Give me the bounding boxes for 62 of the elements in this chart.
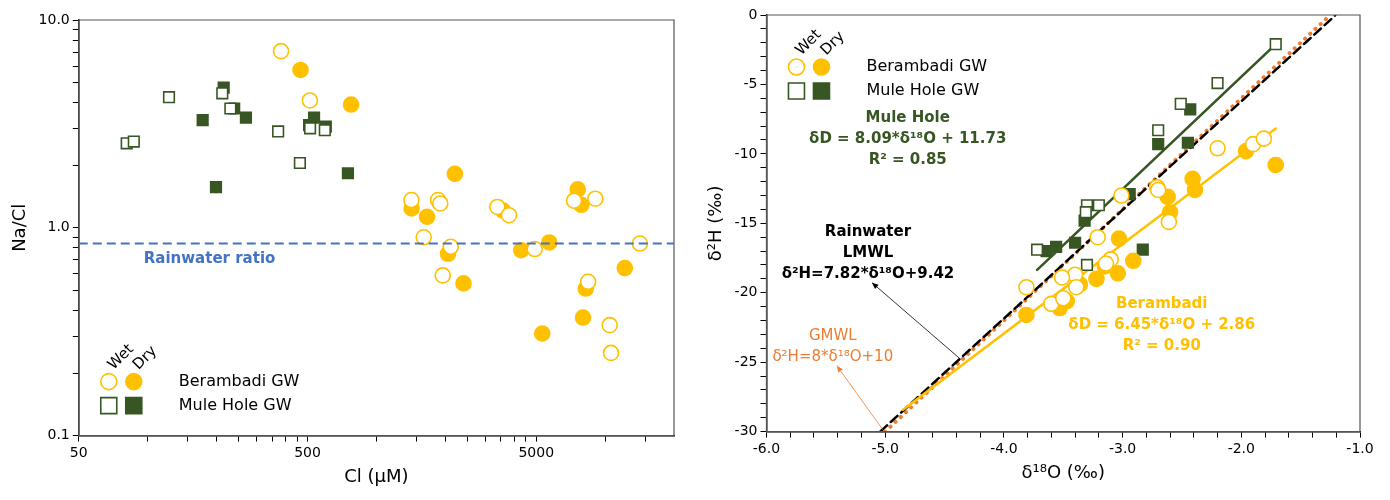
- y-tick-label: 0: [748, 5, 758, 22]
- y-axis-title: Na/Cl: [8, 203, 30, 252]
- point: [1109, 264, 1127, 282]
- point: [1152, 124, 1165, 137]
- x-tick-label: -6.0: [752, 439, 781, 456]
- point: [1069, 236, 1082, 249]
- x-tick-label: -1.0: [1346, 439, 1374, 456]
- point: [1186, 181, 1204, 199]
- x-tick-label: 500: [294, 443, 321, 460]
- x-tick-label: -3.0: [1108, 439, 1137, 456]
- x-tick-label: -2.0: [1227, 439, 1255, 456]
- y-tick-label: -25: [734, 352, 758, 369]
- point: [1054, 289, 1072, 307]
- y-tick-label: -5: [743, 75, 758, 92]
- point: [1079, 206, 1092, 219]
- point: [1255, 130, 1273, 147]
- point: [1067, 278, 1085, 296]
- point: [1110, 230, 1128, 247]
- ref-line-label: Rainwater ratio: [143, 248, 276, 267]
- y-tick-label: 1.0: [47, 218, 70, 235]
- x-tick-label: 50: [69, 443, 88, 460]
- y-axis-title: δ²H (‰): [704, 185, 726, 262]
- annotation: Mule Hole δD = 8.09*δ¹⁸O + 11.73 R² = 0.85: [809, 108, 1007, 169]
- point: [1050, 240, 1063, 254]
- point: [1209, 140, 1226, 157]
- x-tick-label: -4.0: [990, 439, 1018, 456]
- point: [1018, 278, 1035, 296]
- x-axis-title: Cl (µM): [344, 464, 409, 486]
- y-tick-label: -30: [734, 422, 758, 439]
- point: [1174, 97, 1187, 110]
- x-tick-label: -5.0: [871, 439, 899, 456]
- point: [1136, 243, 1149, 256]
- legend-label: Berambadi GW: [866, 56, 988, 76]
- point: [1089, 228, 1106, 246]
- legend-label: Mule Hole GW: [178, 394, 292, 414]
- point: [1080, 258, 1094, 272]
- y-tick-label: -20: [734, 283, 758, 300]
- y-tick-label: -10: [734, 144, 758, 161]
- y-tick-label: -15: [734, 213, 758, 230]
- point: [1181, 136, 1194, 149]
- point: [1184, 103, 1197, 116]
- point: [1113, 187, 1130, 204]
- y-tick-label: 10.0: [38, 10, 70, 27]
- annotation: Rainwater LMWL δ²H=7.82*δ¹⁸O+9.42: [781, 221, 955, 282]
- legend-label: Berambadi GW: [178, 370, 300, 390]
- legend-label: Mule Hole GW: [866, 80, 980, 100]
- point: [1018, 306, 1035, 324]
- x-tick-label: 5000: [518, 443, 555, 460]
- point: [1088, 270, 1105, 288]
- point: [1152, 138, 1165, 151]
- annotation: GMWL δ²H=8*δ¹⁸O+10: [772, 325, 894, 365]
- point: [1124, 252, 1142, 270]
- point: [1031, 243, 1044, 256]
- y-tick-label: 0.1: [47, 426, 70, 443]
- point: [1211, 76, 1224, 90]
- annotation: Berambadi δD = 6.45*δ¹⁸O + 2.86 R² = 0.90: [1068, 294, 1256, 355]
- point: [1053, 269, 1071, 286]
- x-axis-title: δ¹⁸O (‰): [1021, 460, 1105, 482]
- point: [1092, 199, 1105, 212]
- point: [1269, 38, 1282, 51]
- point: [1160, 213, 1178, 231]
- point: [1267, 156, 1285, 174]
